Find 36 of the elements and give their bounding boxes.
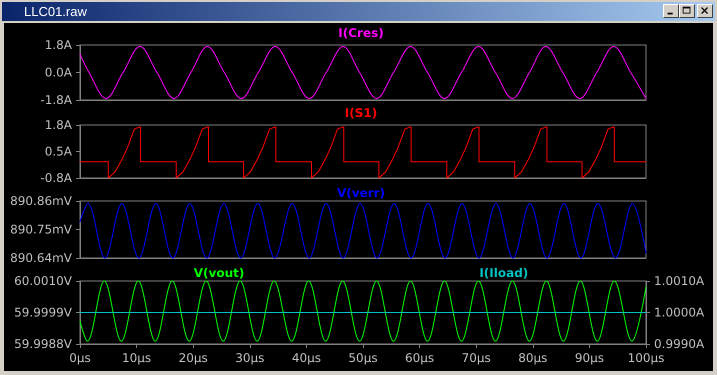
x-tick-label: 30µs xyxy=(235,351,264,365)
y2-tick-label: 1.0000A xyxy=(654,306,705,320)
y-tick-label: 890.75mV xyxy=(10,222,73,236)
text: LLC01.raw xyxy=(24,4,87,19)
line-series xyxy=(80,46,646,99)
line-series xyxy=(80,126,646,178)
x-tick-label: 0µs xyxy=(69,351,91,365)
y-tick-label: 1.8A xyxy=(44,38,73,52)
series-label: I(S1) xyxy=(344,106,378,120)
x-tick-label: 100µs xyxy=(628,351,664,365)
y-tick-label: 60.0010V xyxy=(14,274,73,288)
y-tick-label: 1.8A xyxy=(44,118,73,132)
y2-tick-label: 0.9990A xyxy=(654,337,705,351)
y-tick-label: 890.64mV xyxy=(10,251,73,265)
y-tick-label: -1.8A xyxy=(40,93,73,107)
x-tick-label: 20µs xyxy=(178,351,208,365)
x-tick-label: 60µs xyxy=(405,351,434,365)
x-tick-label: 40µs xyxy=(292,351,321,365)
x-tick-label: 10µs xyxy=(122,351,152,365)
y-tick-label: 0.0A xyxy=(44,66,73,80)
line-series xyxy=(80,203,646,258)
y2-tick-label: 1.0010A xyxy=(654,274,705,288)
series-label: V(verr) xyxy=(336,186,386,200)
series-label: I(Cres) xyxy=(338,26,384,40)
x-tick-label: 90µs xyxy=(574,351,604,365)
y-tick-label: 0.5A xyxy=(44,144,73,158)
line-series xyxy=(80,280,646,342)
y-tick-label: 890.86mV xyxy=(10,194,73,208)
y-tick-label: 59.9988V xyxy=(14,337,73,351)
y-tick-label: -0.8A xyxy=(40,171,73,185)
y-tick-label: 59.9999V xyxy=(14,306,73,320)
x-tick-label: 80µs xyxy=(518,351,548,365)
series-label: V(vout) xyxy=(194,266,244,280)
text: I(Iload) xyxy=(479,266,528,280)
x-tick-label: 70µs xyxy=(462,351,491,365)
x-tick-label: 50µs xyxy=(348,351,378,365)
